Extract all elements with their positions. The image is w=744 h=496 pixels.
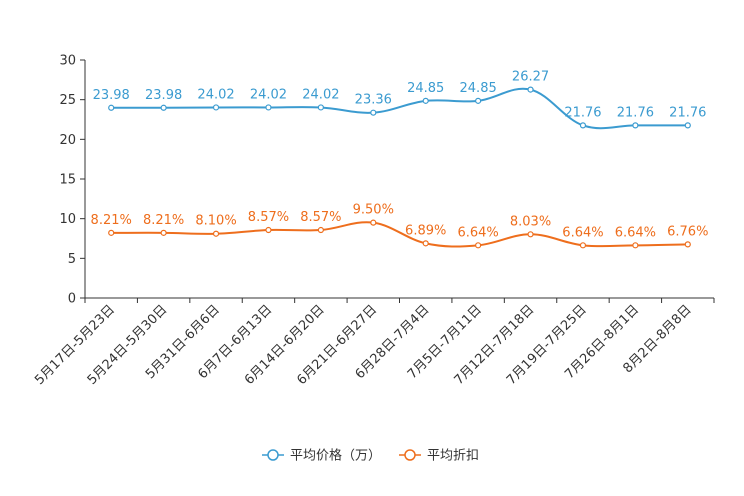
y-tick-label: 20 (59, 133, 76, 148)
data-label: 24.02 (250, 87, 287, 102)
series-0: 23.98 23.98 24.02 24.02 24.02 23.36 24.85 24.85… (93, 70, 706, 130)
data-point[interactable] (527, 231, 534, 238)
series-line (111, 87, 688, 130)
legend-label: 平均价格（万） (290, 448, 381, 464)
legend-marker-icon (267, 449, 279, 461)
data-point[interactable] (422, 97, 429, 104)
data-label: 26.27 (512, 70, 549, 85)
data-label: 6.64% (615, 225, 656, 240)
data-label: 21.76 (564, 105, 601, 120)
data-point[interactable] (579, 242, 587, 249)
series-line (111, 221, 688, 248)
legend-item-1[interactable]: 平均折扣 (399, 449, 479, 464)
legend[interactable]: 平均价格（万） 平均折扣 (262, 448, 479, 464)
series-1: 8.21% 8.21% 8.10% 8.57% 8.57% 9.50% 6.89% 6.64%… (91, 203, 708, 249)
data-label: 23.98 (93, 88, 130, 103)
data-label: 6.64% (457, 225, 498, 240)
legend-marker-icon (404, 449, 416, 461)
data-label: 23.98 (145, 88, 182, 103)
data-label: 8.10% (195, 214, 236, 229)
data-point[interactable] (475, 242, 482, 249)
data-point[interactable] (632, 122, 639, 129)
data-label: 24.85 (460, 81, 497, 96)
data-label: 24.85 (407, 81, 444, 96)
series-layer: 23.98 23.98 24.02 24.02 24.02 23.36 24.85 24.85… (91, 70, 708, 249)
data-label: 21.76 (617, 105, 654, 120)
data-label: 8.21% (143, 213, 184, 228)
y-tick-label: 0 (68, 292, 76, 307)
data-point[interactable] (527, 86, 534, 93)
data-label: 24.02 (197, 87, 234, 102)
data-label: 8.57% (248, 210, 289, 225)
y-tick-label: 10 (59, 212, 76, 227)
data-point[interactable] (108, 104, 115, 111)
data-label: 21.76 (669, 105, 706, 120)
data-label: 8.57% (300, 210, 341, 225)
data-point[interactable] (160, 104, 167, 111)
data-point[interactable] (265, 104, 272, 111)
data-label: 9.50% (353, 203, 394, 218)
data-point[interactable] (160, 229, 167, 236)
data-label: 8.03% (510, 214, 551, 229)
data-point[interactable] (317, 226, 324, 234)
data-label: 6.64% (562, 225, 603, 240)
data-label: 6.89% (405, 223, 446, 238)
data-point[interactable] (212, 104, 220, 111)
data-point[interactable] (684, 241, 691, 248)
y-tick-label: 30 (59, 54, 76, 69)
legend-label: 平均折扣 (427, 449, 479, 464)
data-point[interactable] (108, 229, 115, 236)
data-label: 8.21% (91, 213, 132, 228)
legend-item-0[interactable]: 平均价格（万） (262, 448, 381, 464)
data-point[interactable] (212, 230, 220, 237)
data-point[interactable] (684, 122, 691, 129)
y-tick-label: 5 (68, 252, 76, 267)
data-label: 6.76% (667, 224, 708, 239)
y-tick-label: 25 (59, 93, 76, 108)
y-tick-label: 15 (59, 173, 76, 188)
data-point[interactable] (370, 219, 377, 226)
data-point[interactable] (265, 226, 272, 234)
data-point[interactable] (475, 97, 482, 104)
data-point[interactable] (632, 242, 639, 249)
data-label: 23.36 (355, 93, 392, 108)
data-point[interactable] (579, 122, 587, 129)
data-point[interactable] (317, 104, 324, 111)
data-label: 24.02 (302, 87, 339, 102)
data-point[interactable] (370, 109, 377, 116)
data-point[interactable] (422, 240, 429, 247)
